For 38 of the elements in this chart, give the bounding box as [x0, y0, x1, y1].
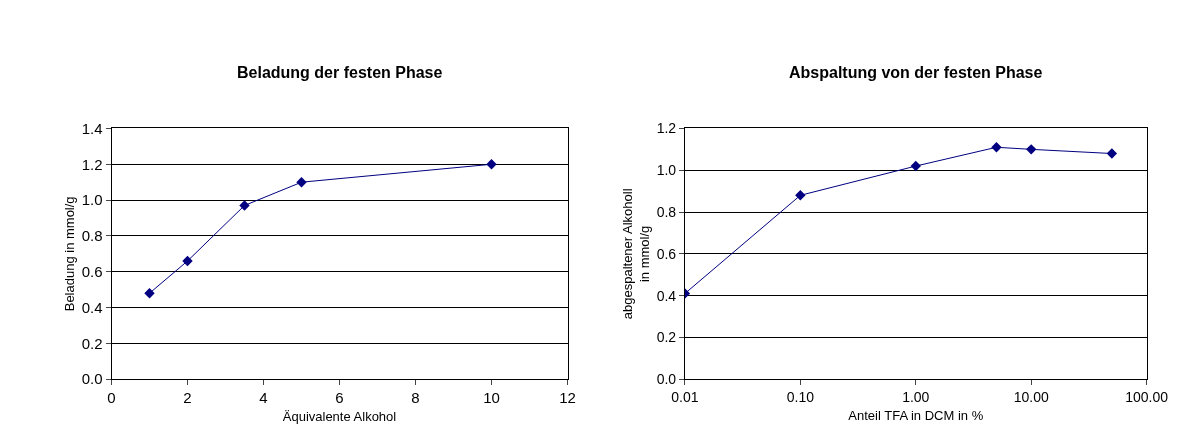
y-tick-label: 1.4: [81, 119, 103, 137]
point: [296, 176, 307, 188]
y-tick-label: 0.6: [81, 262, 103, 280]
x-tick-label: 2: [183, 389, 192, 407]
y-tick-label: 0.4: [656, 287, 677, 304]
point: [486, 159, 497, 170]
y-axis-title: Beladung in mmol/g: [61, 196, 77, 312]
x-tick-label: 8: [411, 389, 420, 407]
x-tick-label: 100.00: [1125, 389, 1169, 405]
y-tick-label: 1.0: [81, 191, 103, 209]
x-tick-label: 0.01: [671, 389, 699, 405]
x-tick-label: 4: [259, 389, 268, 407]
chart-title: Abspaltung von der festen Phase: [789, 64, 1043, 81]
y-tick-label: 0.8: [656, 203, 677, 220]
x-axis-title: Äquivalente Alkohol: [282, 408, 397, 424]
y-tick-label: 0.2: [81, 334, 103, 352]
y-tick-label: 1.0: [656, 162, 677, 179]
x-tick-label: 10: [483, 389, 500, 407]
chart-title: Beladung der festen Phase: [237, 64, 443, 81]
y-tick-label: 0.0: [81, 370, 103, 388]
y-tick-label: 0.2: [656, 329, 677, 346]
point: [144, 288, 155, 299]
y-tick-label: 0.6: [656, 245, 677, 262]
y-tick-label: 1.2: [81, 155, 103, 173]
y-axis-title: abgespaltener Alkoholl in mmol/g: [619, 188, 652, 320]
x-axis-title: Anteil TFA in DCM in %: [848, 407, 984, 423]
y-tick-label: 0.0: [656, 371, 677, 388]
x-tick-label: 0.10: [786, 389, 815, 405]
x-tick-label: 12: [559, 389, 576, 407]
y-tick-label: 0.4: [81, 298, 103, 316]
x-tick-label: 10.00: [1013, 389, 1049, 405]
y-tick-label: 1.2: [656, 120, 677, 137]
x-tick-label: 1.00: [902, 389, 930, 405]
x-tick-label: 0: [107, 389, 116, 407]
y-tick-label: 0.8: [81, 227, 103, 245]
x-tick-label: 6: [335, 389, 344, 407]
point: [182, 255, 193, 267]
point: [239, 200, 250, 211]
